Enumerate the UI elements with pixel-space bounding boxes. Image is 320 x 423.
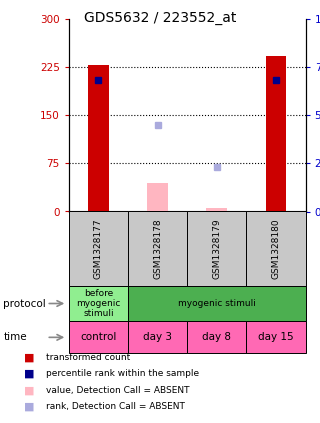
Bar: [128, 212, 187, 286]
Bar: [147, 183, 168, 212]
Text: GSM1328179: GSM1328179: [212, 218, 221, 279]
Text: GDS5632 / 223552_at: GDS5632 / 223552_at: [84, 11, 236, 25]
Text: ■: ■: [24, 352, 35, 363]
Text: day 3: day 3: [143, 332, 172, 342]
Bar: [187, 212, 246, 286]
Bar: [69, 321, 128, 353]
Bar: [128, 321, 187, 353]
Text: day 15: day 15: [258, 332, 294, 342]
Text: control: control: [80, 332, 116, 342]
Text: day 8: day 8: [202, 332, 231, 342]
Bar: [88, 65, 109, 211]
Text: GSM1328178: GSM1328178: [153, 218, 162, 279]
Bar: [128, 286, 306, 321]
Bar: [69, 212, 128, 286]
Text: time: time: [3, 332, 27, 342]
Bar: [246, 212, 306, 286]
Text: myogenic stimuli: myogenic stimuli: [178, 299, 256, 308]
Bar: [206, 208, 227, 212]
Bar: [69, 286, 128, 321]
Text: ■: ■: [24, 369, 35, 379]
Text: protocol: protocol: [3, 299, 46, 308]
Text: rank, Detection Call = ABSENT: rank, Detection Call = ABSENT: [46, 402, 185, 411]
Text: GSM1328180: GSM1328180: [271, 218, 281, 279]
Bar: [187, 321, 246, 353]
Bar: [266, 55, 286, 212]
Text: transformed count: transformed count: [46, 353, 131, 362]
Text: percentile rank within the sample: percentile rank within the sample: [46, 369, 200, 378]
Text: value, Detection Call = ABSENT: value, Detection Call = ABSENT: [46, 386, 190, 395]
Bar: [246, 321, 306, 353]
Text: GSM1328177: GSM1328177: [94, 218, 103, 279]
Text: ■: ■: [24, 385, 35, 395]
Text: before
myogenic
stimuli: before myogenic stimuli: [76, 288, 121, 319]
Text: ■: ■: [24, 401, 35, 412]
